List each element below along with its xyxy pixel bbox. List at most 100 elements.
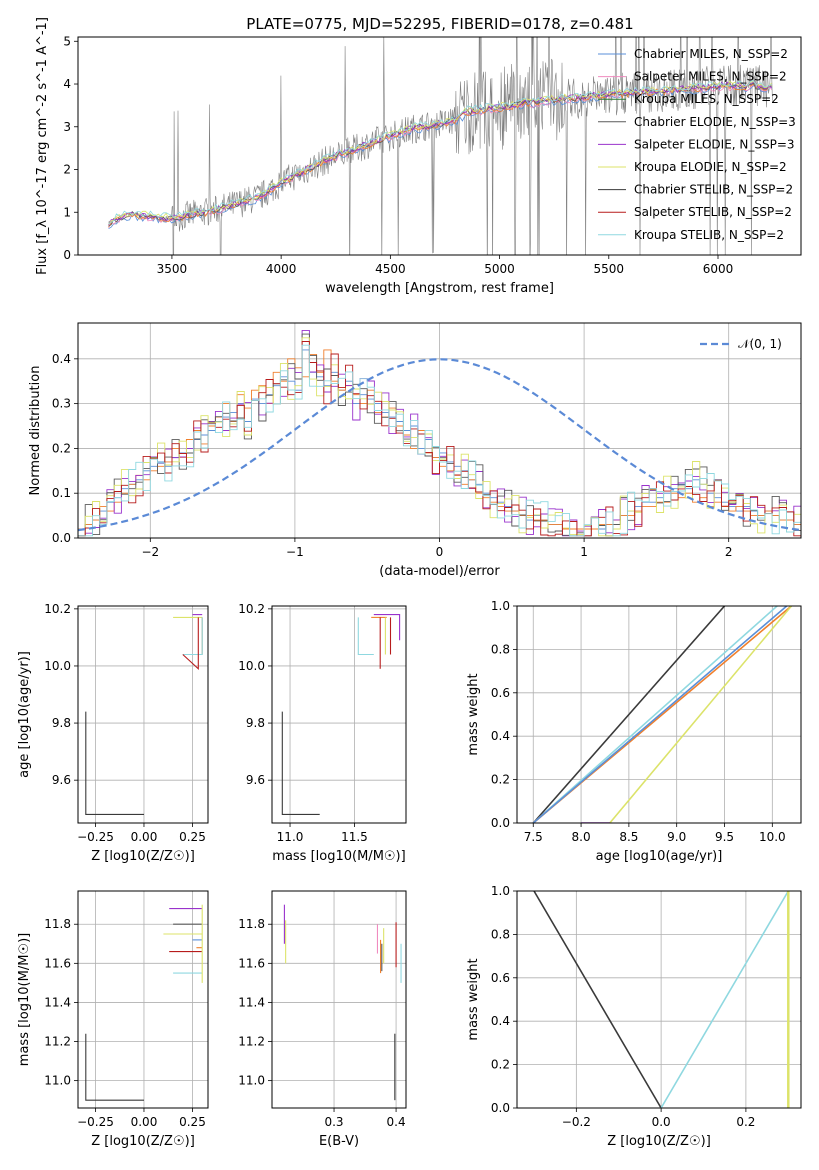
legend-entry: Kroupa ELODIE, N_SSP=2 (634, 160, 787, 174)
y-tick-label: 11.2 (44, 1035, 71, 1049)
y-tick-label: 11.6 (238, 956, 265, 970)
age-mass-segment (373, 614, 401, 641)
plot-area (532, 606, 793, 823)
x-tick-label: 3500 (157, 262, 188, 276)
y-tick-label: 10.2 (238, 602, 265, 616)
y-tick-label: 0.4 (491, 729, 510, 743)
model-line-kroupa_stelib (108, 80, 772, 224)
x-tick-label: −1 (286, 545, 304, 559)
y-tick-label: 11.4 (44, 995, 71, 1009)
y-tick-label: 9.6 (246, 773, 265, 787)
mass-weight-z-line (533, 891, 662, 1108)
chart-6: 0.3 0.4 11.0 11.2 11.4 11.6 11.8 E(B-V) (238, 890, 407, 1149)
x-tick-label: 1 (580, 545, 588, 559)
mass-weight-age-line (532, 606, 788, 823)
chart-7: −0.2 0.0 0.2 0.0 0.2 0.4 0.6 0.8 1.0 Z [log10(Z/Z… (466, 884, 802, 1149)
spectrum-legend: Chabrier MILES, N_SSP=2 Salpeter MILES, N… (598, 47, 796, 242)
chart-5: −0.25 0.00 0.25 11.0 11.2 11.4 11.6 11.8 Z [log1… (17, 890, 209, 1149)
y-tick-label: 10.2 (44, 602, 71, 616)
chart-4: 7.5 8.0 8.5 9.0 9.5 10.0 0.0 0.2 0.4 0.6 0.8 1.0 age… (466, 599, 802, 864)
y-tick-label: 10.0 (238, 659, 265, 673)
model-line-chabrier_miles (108, 84, 772, 230)
legend-entry: 𝒩(0, 1) (738, 337, 782, 351)
chart-2: −0.25 0.00 0.25 9.6 9.8 10.0 10.2 Z [log10(Z/Z☉… (17, 602, 209, 864)
mass-weight-age-line (609, 606, 793, 823)
x-tick-label: 9.0 (667, 830, 686, 844)
y-tick-label: 0.0 (52, 531, 71, 545)
chart-3: 11.0 11.5 9.6 9.8 10.0 10.2 mass [log10(M/M☉)] (238, 602, 407, 864)
x-tick-label: 5500 (594, 262, 625, 276)
x-axis-label: (data-model)/error (379, 564, 500, 579)
y-tick-label: 0.0 (491, 1101, 510, 1115)
y-axis-label: mass [log10(M/M☉)] (17, 933, 32, 1066)
y-tick-label: 11.8 (238, 917, 265, 931)
x-tick-label: 0.0 (652, 1115, 671, 1129)
plot-area (78, 329, 801, 537)
legend-entry: Chabrier MILES, N_SSP=2 (634, 47, 788, 61)
x-tick-label: −0.25 (77, 1115, 114, 1129)
legend-entry: Chabrier STELIB, N_SSP=2 (634, 183, 793, 197)
x-axis-label: wavelength [Angstrom, rest frame] (325, 281, 554, 296)
y-axis-label: Flux [f_λ 10^-17 erg cm^-2 s^-1 A^-1] (35, 17, 50, 275)
y-tick-label: 11.0 (238, 1074, 265, 1088)
y-tick-label: 0.0 (491, 816, 510, 830)
plot-area (108, 37, 773, 255)
y-axis-label: mass weight (466, 673, 481, 755)
x-tick-label: 0 (436, 545, 444, 559)
x-tick-label: 0.2 (736, 1115, 755, 1129)
y-tick-label: 0.2 (491, 773, 510, 787)
y-tick-label: 4 (63, 77, 71, 91)
x-tick-label: 0.00 (131, 830, 158, 844)
age-mass-segment (281, 711, 320, 815)
mass-weight-z-line (660, 891, 789, 1108)
x-tick-label: 0.3 (324, 1115, 343, 1129)
y-tick-label: 0.4 (52, 352, 71, 366)
chart-1: −2 −1 0 1 2 0.0 0.1 0.2 0.3 0.4 (data-model)/error… (28, 322, 802, 579)
y-tick-label: 0.8 (491, 927, 510, 941)
y-axis-label: age [log10(age/yr)] (17, 651, 32, 778)
histogram-step-line (78, 349, 801, 530)
y-tick-label: 9.8 (52, 716, 71, 730)
x-tick-label: 0.25 (179, 830, 206, 844)
x-tick-label: 0.4 (387, 1115, 406, 1129)
x-tick-label: 0.00 (131, 1115, 158, 1129)
x-tick-label: 10.0 (759, 830, 786, 844)
x-tick-label: −2 (141, 545, 159, 559)
x-tick-label: 8.0 (572, 830, 591, 844)
plot-area (533, 891, 790, 1108)
plot-area (85, 904, 203, 1101)
y-tick-label: 0.6 (491, 971, 510, 985)
plot-area (281, 614, 401, 815)
y-tick-label: 11.2 (238, 1035, 265, 1049)
y-tick-label: 1 (63, 205, 71, 219)
legend-entry: Salpeter MILES, N_SSP=2 (634, 70, 787, 84)
x-tick-label: 9.5 (715, 830, 734, 844)
axes-frame (77, 605, 209, 824)
y-tick-label: 9.6 (52, 773, 71, 787)
y-tick-label: 2 (63, 163, 71, 177)
y-tick-label: 0.1 (52, 486, 71, 500)
x-tick-label: 11.0 (277, 830, 304, 844)
mass-z-segment (85, 1033, 144, 1101)
axes-frame (516, 890, 802, 1109)
age-z-segment (85, 711, 144, 815)
y-tick-label: 11.4 (238, 995, 265, 1009)
x-axis-label: age [log10(age/yr)] (596, 849, 723, 864)
legend-entry: Chabrier ELODIE, N_SSP=3 (634, 115, 796, 129)
legend-entry: Kroupa MILES, N_SSP=2 (634, 92, 779, 106)
figure-title: PLATE=0775, MJD=52295, FIBERID=0178, z=0… (246, 15, 633, 33)
x-tick-label: 6000 (703, 262, 734, 276)
x-tick-label: −0.25 (77, 830, 114, 844)
y-tick-label: 1.0 (491, 599, 510, 613)
y-tick-label: 0 (63, 248, 71, 262)
axes-frame (516, 605, 802, 824)
x-axis-label: Z [log10(Z/Z☉)] (91, 849, 195, 864)
legend-entry: Salpeter ELODIE, N_SSP=3 (634, 137, 795, 151)
chart-0: 3500 4000 4500 5000 5500 6000 0 1 2 3 4 5 wavelength… (35, 17, 802, 296)
y-tick-label: 0.4 (491, 1014, 510, 1028)
y-tick-label: 9.8 (246, 716, 265, 730)
age-z-segment (182, 617, 199, 671)
plot-area (283, 904, 402, 1101)
x-tick-label: 8.5 (619, 830, 638, 844)
legend-entry: Salpeter STELIB, N_SSP=2 (634, 205, 792, 219)
